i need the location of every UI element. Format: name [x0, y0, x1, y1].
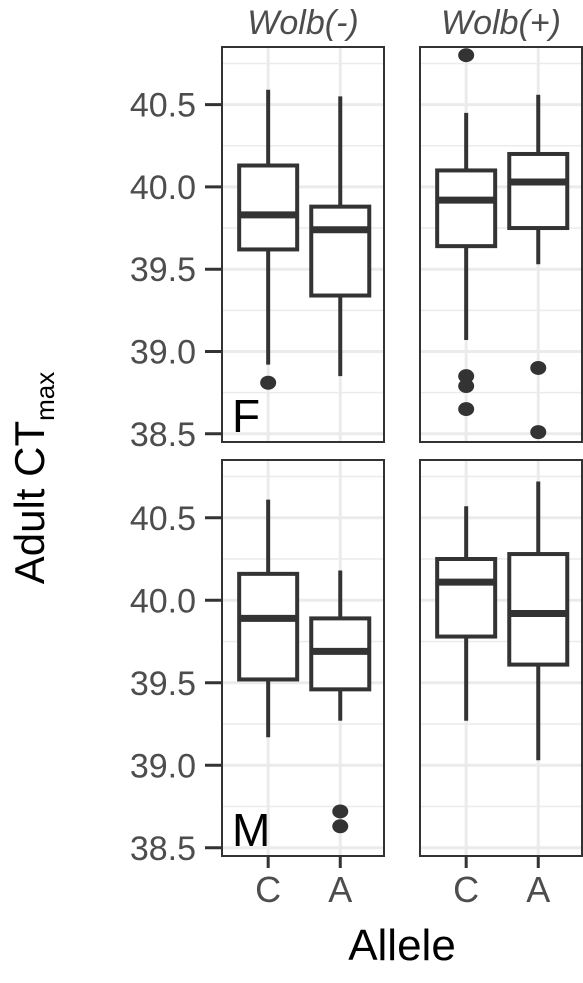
box-c [237, 499, 300, 738]
outlier-point [458, 379, 475, 394]
y-tick-label: 40.0 [130, 582, 196, 620]
panel-tag-m: M [232, 804, 270, 856]
panel-f-wolb: F [221, 46, 385, 443]
iqr-box [435, 168, 498, 249]
y-axis-title-main: Adult CT [6, 421, 53, 584]
y-tick-label: 38.5 [130, 830, 196, 868]
y-tick-label: 39.5 [130, 665, 196, 703]
box-a [309, 96, 372, 377]
facet-panels: FM [221, 46, 583, 857]
panel-f-wolb [419, 46, 583, 443]
iqr-box [309, 204, 372, 298]
panel-border [221, 46, 385, 443]
y-tick-label: 39.0 [130, 333, 196, 371]
x-axis-title: Allele [348, 921, 456, 970]
outlier-point [458, 402, 475, 417]
outlier-point [260, 375, 277, 390]
y-tick-label: 39.5 [130, 251, 196, 289]
box-a [507, 481, 570, 761]
panel-border [419, 459, 583, 857]
y-axis-title: Adult CTmax [6, 372, 60, 585]
panel-m-wolb [419, 459, 583, 857]
y-axis-title-subscript: max [30, 372, 60, 421]
y-tick-label: 38.5 [130, 416, 196, 454]
facet-strips: Wolb(-) Wolb(+) [247, 4, 561, 42]
iqr-box [237, 571, 300, 682]
panel-border [221, 459, 385, 857]
box-a [507, 94, 570, 440]
y-tick-label: 40.5 [130, 500, 196, 538]
iqr-box [435, 557, 498, 639]
outlier-point [530, 360, 547, 375]
box-c [435, 506, 498, 721]
box-c [237, 89, 300, 390]
x-tick-label: A [328, 869, 352, 910]
x-tick-label: C [255, 869, 281, 910]
box-a [309, 570, 372, 834]
outlier-point [530, 425, 547, 440]
facet-label-wolb: Wolb(+) [441, 4, 561, 42]
y-tick-label: 39.0 [130, 747, 196, 785]
iqr-box [237, 163, 300, 252]
outlier-point [458, 48, 475, 63]
y-tick-label: 40.0 [130, 169, 196, 207]
outlier-point [332, 804, 349, 819]
panel-border [419, 46, 583, 443]
x-tick-label: A [526, 869, 550, 910]
iqr-box [507, 151, 570, 231]
panel-m-wolb: M [221, 459, 385, 857]
facet-label-wolb: Wolb(-) [247, 4, 358, 42]
panel-tag-f: F [232, 390, 260, 442]
outlier-point [332, 819, 349, 834]
iqr-box [507, 552, 570, 667]
box-c [435, 48, 498, 417]
outlier-point [458, 369, 475, 384]
y-axes: 38.5 39.0 39.5 40.0 40.5 38.5 39.0 39.5 40.0 40.5 [130, 87, 222, 868]
x-tick-label: C [453, 869, 479, 910]
y-tick-label: 40.5 [130, 87, 196, 125]
